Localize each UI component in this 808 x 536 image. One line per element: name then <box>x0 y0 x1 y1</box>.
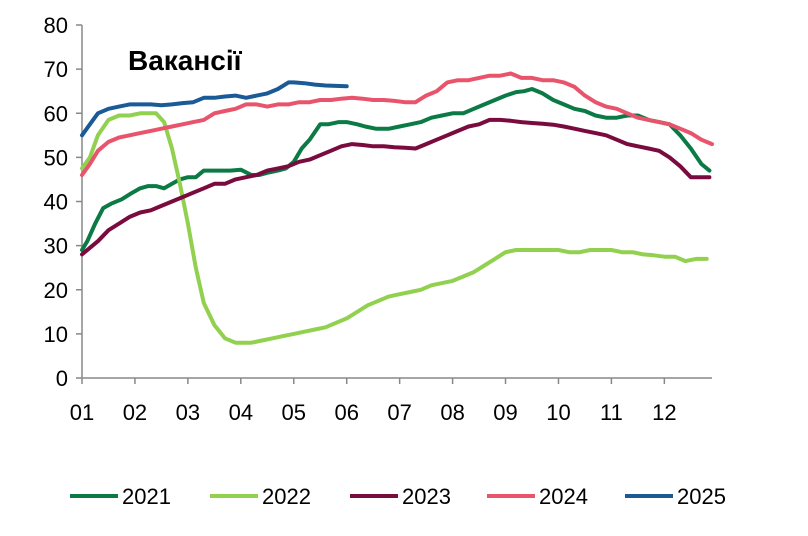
x-tick-label: 08 <box>440 400 464 425</box>
x-tick-labels: 01 02 03 04 05 06 07 08 09 10 11 12 <box>70 378 677 425</box>
chart-title: Вакансії <box>128 45 243 76</box>
x-tick-label: 10 <box>546 400 570 425</box>
y-tick-label: 30 <box>44 234 68 259</box>
x-tick-label: 11 <box>600 400 623 425</box>
series-line-2022 <box>80 111 709 345</box>
x-tick-label: 03 <box>176 400 200 425</box>
x-tick-label: 06 <box>334 400 358 425</box>
series-line-2024 <box>80 71 714 177</box>
series-line-2023 <box>80 117 712 257</box>
legend-label-2025: 2025 <box>677 484 726 509</box>
y-tick-labels: 0 10 20 30 40 50 60 70 80 <box>44 13 82 391</box>
x-tick-label: 02 <box>123 400 147 425</box>
legend-label-2021: 2021 <box>122 484 171 509</box>
x-tick-label: 04 <box>229 400 253 425</box>
x-tick-label: 07 <box>387 400 411 425</box>
y-tick-label: 80 <box>44 13 68 38</box>
legend-label-2023: 2023 <box>402 484 451 509</box>
y-tick-label: 70 <box>44 57 68 82</box>
x-tick-label: 05 <box>282 400 306 425</box>
y-tick-label: 60 <box>44 101 68 126</box>
legend-label-2022: 2022 <box>262 484 311 509</box>
legend: 2021 2022 2023 2024 2025 <box>70 484 726 509</box>
series-lines <box>80 71 714 345</box>
y-tick-label: 0 <box>56 366 68 391</box>
series-line-2025 <box>80 80 349 138</box>
x-tick-label: 01 <box>70 400 94 425</box>
y-tick-label: 40 <box>44 190 68 215</box>
y-tick-label: 50 <box>44 145 68 170</box>
x-tick-label: 09 <box>493 400 517 425</box>
x-tick-label: 12 <box>652 400 676 425</box>
y-tick-label: 20 <box>44 278 68 303</box>
series-line-2021 <box>80 87 712 252</box>
y-tick-label: 10 <box>44 322 68 347</box>
legend-label-2024: 2024 <box>539 484 588 509</box>
